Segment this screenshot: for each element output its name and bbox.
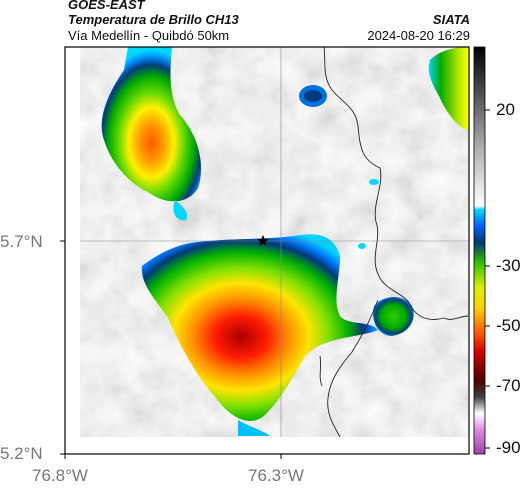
storm-cell-main (141, 234, 378, 436)
storm-cell-east (372, 297, 414, 336)
colorbar-label-neg30: -30 (496, 256, 521, 275)
colorbar-label-20: 20 (496, 100, 515, 119)
storm-cell-northeast (428, 47, 468, 130)
satellite-image (80, 47, 468, 437)
lon-label-76-3: 76.3°W (248, 466, 304, 485)
star-marker (257, 235, 269, 246)
storm-cell-northwest (101, 47, 202, 221)
colorbar-label-neg50: -50 (496, 316, 521, 335)
colorbar-label-neg70: -70 (496, 376, 521, 395)
datetime-label: 2024-08-20 16:29 (367, 28, 470, 43)
colorbar-label-neg90: -90 (496, 438, 521, 457)
lat-label-5-2: 5.2°N (0, 444, 43, 463)
river-line (327, 299, 379, 437)
region-label: Vía Medellín - Quibdó 50km (68, 28, 230, 43)
department-border (323, 47, 468, 320)
map-title: GOES-EAST (68, 0, 145, 12)
lat-label-5-7: 5.7°N (0, 232, 43, 251)
map-subtitle: Temperatura de Brillo CH13 (68, 12, 239, 27)
agency-label: SIATA (432, 12, 470, 27)
colorbar (473, 46, 490, 455)
lon-label-76-8: 76.8°W (32, 466, 88, 485)
